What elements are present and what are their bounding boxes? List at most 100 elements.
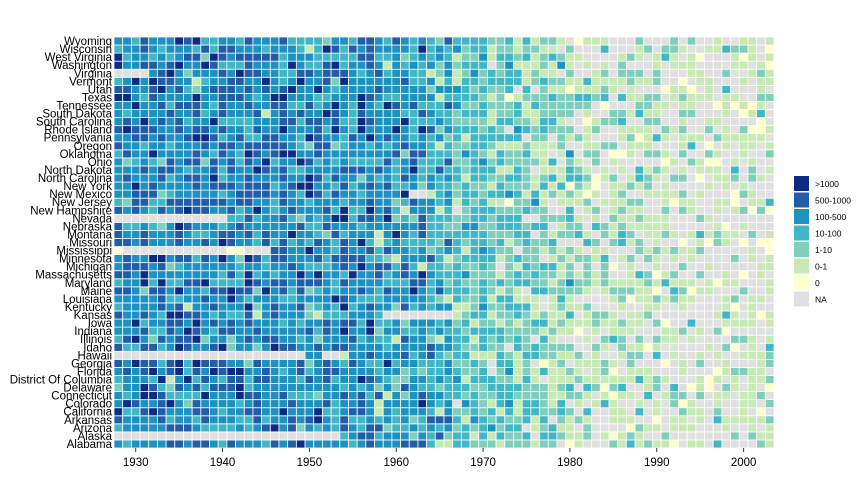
- heatmap-cell: [130, 238, 141, 247]
- heatmap-cell: [400, 60, 410, 70]
- heatmap-cell: [678, 60, 688, 70]
- heatmap-cell: [148, 141, 158, 151]
- heatmap-cell: [235, 52, 245, 62]
- heatmap-cell: [756, 238, 766, 247]
- heatmap-cell: [434, 238, 445, 247]
- heatmap-cell: [556, 36, 566, 46]
- heatmap-cell: [304, 383, 315, 392]
- heatmap-cell: [122, 213, 132, 223]
- heatmap-cell: [313, 415, 323, 425]
- heatmap-cell: [591, 334, 601, 344]
- heatmap-cell: [521, 415, 532, 425]
- x-tick-label: 1950: [297, 457, 323, 469]
- heatmap-cell: [200, 165, 210, 175]
- heatmap-cell: [426, 173, 436, 183]
- heatmap-cell: [287, 141, 297, 151]
- heatmap-cell: [408, 165, 419, 175]
- heatmap-cell: [756, 93, 766, 102]
- heatmap-cell: [634, 375, 645, 384]
- state-label: Iowa: [88, 318, 113, 330]
- heatmap-cell: [365, 205, 375, 215]
- heatmap-cell: [339, 423, 349, 433]
- heatmap-cell: [599, 165, 610, 175]
- heatmap-cell: [165, 133, 176, 143]
- heatmap-cell: [460, 109, 471, 118]
- heatmap-cell: [547, 423, 558, 433]
- heatmap-cell: [235, 189, 245, 199]
- heatmap-cell: [365, 246, 375, 255]
- heatmap-cell: [660, 262, 671, 272]
- heatmap-cell: [495, 334, 506, 344]
- heatmap-cell: [165, 238, 176, 247]
- heatmap-cell: [547, 415, 558, 425]
- heatmap-cell: [608, 125, 619, 135]
- heatmap-cell: [269, 318, 280, 328]
- heatmap-cell: [730, 133, 740, 143]
- heatmap-cell: [643, 254, 653, 264]
- heatmap-cell: [304, 230, 315, 239]
- heatmap-cell: [504, 76, 514, 86]
- heatmap-cell: [573, 423, 584, 433]
- heatmap-cell: [582, 117, 593, 127]
- heatmap-cell: [356, 84, 367, 94]
- heatmap-cell: [608, 294, 619, 304]
- heatmap-cell: [643, 286, 653, 296]
- heatmap-cell: [556, 141, 566, 151]
- heatmap-cell: [209, 375, 219, 384]
- heatmap-cell: [443, 133, 454, 143]
- heatmap-cell: [382, 60, 393, 70]
- heatmap-cell: [504, 278, 514, 288]
- heatmap-cell: [217, 286, 228, 296]
- heatmap-cell: [426, 246, 436, 255]
- heatmap-cell: [582, 254, 593, 264]
- heatmap-cell: [487, 326, 497, 336]
- heatmap-cell: [495, 221, 506, 231]
- heatmap-cell: [695, 302, 705, 312]
- heatmap-cell: [434, 165, 445, 175]
- heatmap-cell: [686, 431, 697, 441]
- heatmap-cell: [200, 101, 210, 110]
- heatmap-cell: [634, 399, 645, 409]
- heatmap-cell: [434, 84, 445, 94]
- heatmap-cell: [278, 238, 289, 247]
- heatmap-cell: [322, 278, 332, 288]
- heatmap-cell: [478, 439, 488, 449]
- heatmap-cell: [730, 367, 740, 376]
- heatmap-cell: [634, 141, 645, 151]
- heatmap-cell: [460, 125, 471, 135]
- heatmap-cell: [374, 173, 384, 183]
- heatmap-cell: [113, 36, 124, 46]
- heatmap-cell: [209, 213, 219, 223]
- heatmap-cell: [591, 68, 601, 78]
- heatmap-cell: [408, 439, 419, 449]
- heatmap-cell: [382, 407, 393, 417]
- heatmap-cell: [191, 36, 202, 46]
- heatmap-cell: [678, 431, 688, 441]
- heatmap-cell: [764, 101, 775, 110]
- heatmap-cell: [530, 238, 540, 247]
- heatmap-cell: [269, 101, 280, 110]
- heatmap-cell: [183, 294, 193, 304]
- heatmap-cell: [721, 367, 731, 376]
- heatmap-cell: [113, 101, 124, 110]
- heatmap-cell: [730, 431, 740, 441]
- heatmap-cell: [617, 423, 627, 433]
- heatmap-cell: [426, 431, 436, 441]
- heatmap-cell: [443, 165, 454, 175]
- heatmap-cell: [391, 375, 401, 384]
- heatmap-cell: [295, 270, 306, 280]
- heatmap-cell: [287, 431, 297, 441]
- heatmap-cell: [556, 334, 566, 344]
- heatmap-cell: [643, 238, 653, 247]
- heatmap-cell: [669, 350, 679, 360]
- heatmap-cell: [469, 133, 480, 143]
- heatmap-cell: [530, 270, 540, 280]
- heatmap-cell: [226, 197, 236, 207]
- heatmap-cell: [460, 318, 471, 328]
- heatmap-cell: [278, 270, 289, 280]
- heatmap-cell: [391, 213, 401, 223]
- heatmap-cell: [443, 342, 454, 352]
- heatmap-cell: [356, 278, 367, 288]
- heatmap-cell: [530, 383, 540, 392]
- state-label: Utah: [88, 84, 112, 96]
